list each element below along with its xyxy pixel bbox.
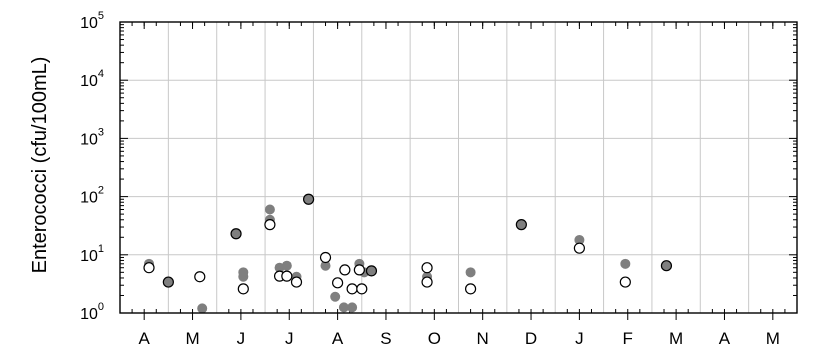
x-tick-label: D <box>525 329 537 348</box>
y-tick-exponent: 5 <box>98 10 104 22</box>
data-point-open <box>332 277 344 289</box>
x-tick-label: F <box>623 329 633 348</box>
y-tick-base: 10 <box>80 306 98 323</box>
data-point-open <box>319 251 332 264</box>
data-point-open <box>290 276 303 288</box>
y-tick-exponent: 0 <box>98 301 104 313</box>
data-point-open <box>264 219 276 231</box>
data-point-open <box>356 283 368 295</box>
x-tick-label: M <box>185 329 199 348</box>
data-point-filled <box>281 260 292 271</box>
data-point-filled <box>330 291 341 302</box>
y-tick-exponent: 1 <box>98 243 104 255</box>
y-tick-base: 10 <box>80 131 98 148</box>
x-tick-label: M <box>766 329 780 348</box>
x-tick-label: A <box>332 329 344 348</box>
data-point-filled <box>320 260 331 271</box>
data-point-open <box>346 283 358 295</box>
data-point-open <box>619 276 631 288</box>
x-tick-label: O <box>428 329 441 348</box>
y-tick-exponent: 4 <box>98 68 104 80</box>
data-point-filled-outlined <box>230 228 242 240</box>
y-tick-label: 104 <box>80 68 104 90</box>
grid <box>120 22 797 313</box>
data-point-filled <box>238 267 249 278</box>
data-point-filled <box>338 302 349 313</box>
data-point-open <box>194 271 206 283</box>
y-tick-label: 103 <box>80 126 104 148</box>
x-tick-label: S <box>380 329 391 348</box>
data-point-filled-outlined <box>365 265 378 277</box>
y-tick-label: 105 <box>80 10 104 32</box>
data-point-filled <box>347 302 358 313</box>
data-point-filled-outlined <box>660 260 673 272</box>
data-point-open <box>237 283 249 295</box>
data-point-open <box>421 262 433 274</box>
y-tick-label: 100 <box>80 301 104 323</box>
y-tick-base: 10 <box>80 190 98 207</box>
data-point-filled <box>620 258 631 269</box>
x-tick-label: J <box>237 329 246 348</box>
data-point-filled <box>197 303 208 314</box>
data-point-open <box>353 264 365 276</box>
data-point-filled <box>264 204 275 215</box>
plot-frame <box>119 21 798 314</box>
data-point-open <box>421 276 433 288</box>
x-tick-label: N <box>477 329 489 348</box>
data-points <box>143 193 673 314</box>
data-point-open <box>281 270 293 282</box>
y-axis-label: Enterococci (cfu/100mL) <box>29 57 51 274</box>
x-tick-label: M <box>669 329 683 348</box>
y-tick-label: 102 <box>80 185 104 207</box>
y-tick-exponent: 3 <box>98 126 104 138</box>
data-point-open <box>143 262 155 274</box>
y-tick-base: 10 <box>80 73 98 90</box>
data-point-open <box>573 242 585 254</box>
y-tick-exponent: 2 <box>98 185 104 197</box>
x-tick-label: A <box>139 329 151 348</box>
data-point-filled <box>574 234 585 245</box>
data-point-open <box>339 264 351 276</box>
data-point-filled-outlined <box>162 276 174 288</box>
y-tick-label: 101 <box>80 243 104 265</box>
x-tick-label: A <box>719 329 731 348</box>
x-tick-label: J <box>285 329 294 348</box>
data-point-filled-outlined <box>515 219 527 231</box>
data-point-open <box>464 283 477 295</box>
y-tick-base: 10 <box>80 248 98 265</box>
y-tick-base: 10 <box>80 15 98 32</box>
x-tick-label: J <box>575 329 584 348</box>
data-point-filled <box>465 267 476 278</box>
data-point-filled-outlined <box>302 193 315 205</box>
